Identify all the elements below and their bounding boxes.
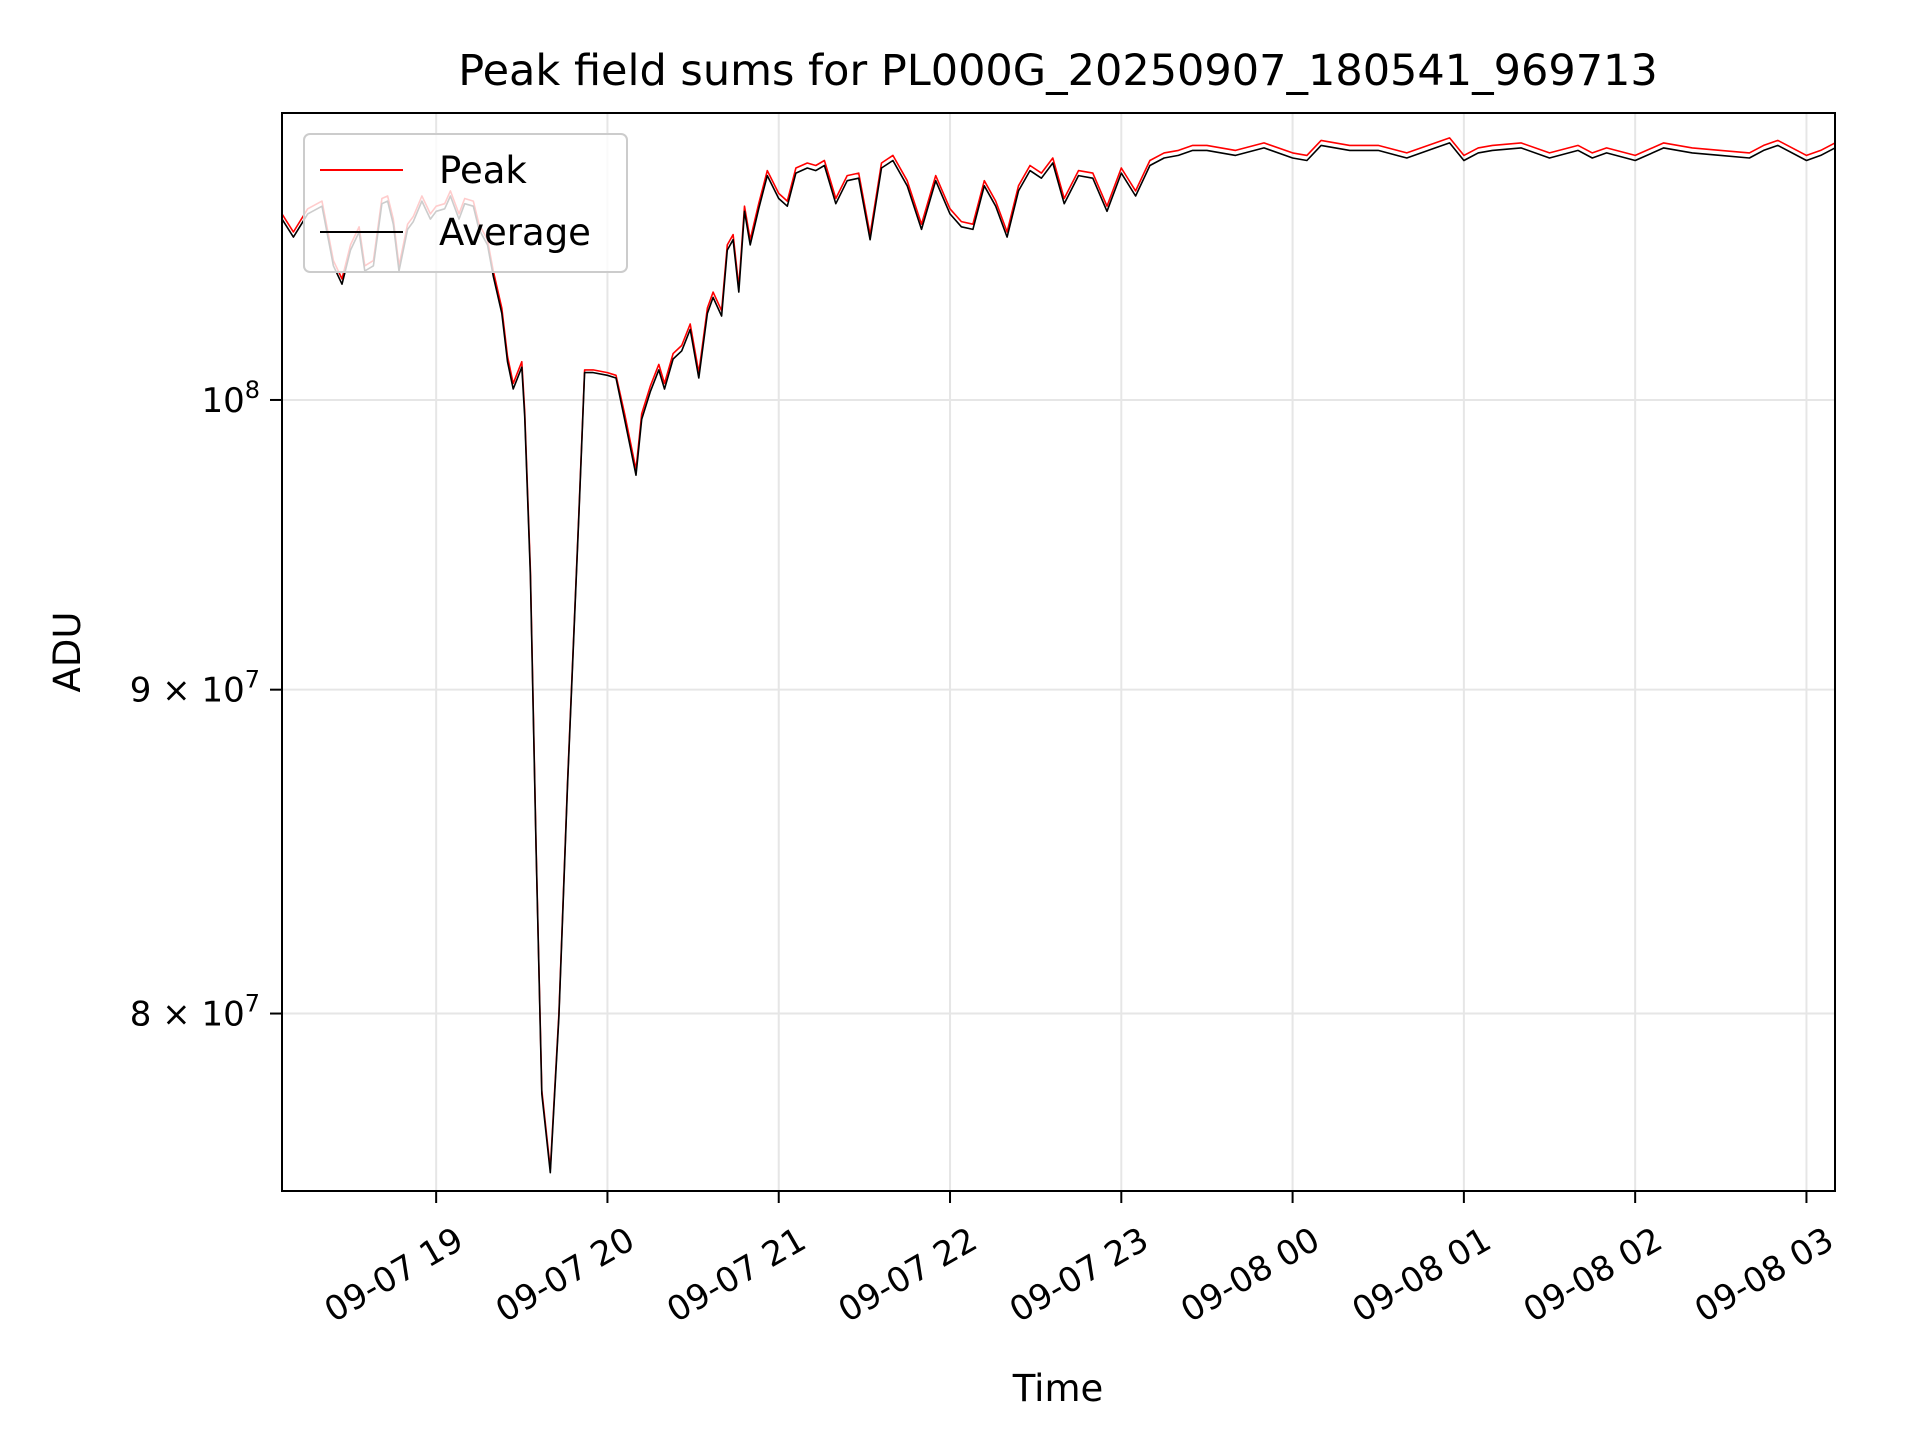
plot-frame	[281, 112, 1836, 1192]
y-tick-label: 8 × 107	[130, 990, 260, 1035]
chart-title: Peak field sums for PL000G_20250907_1805…	[458, 46, 1658, 96]
y-tick-label: 9 × 107	[130, 666, 260, 711]
legend: Peak Average	[303, 133, 628, 273]
x-axis-label: Time	[1012, 1367, 1104, 1410]
grid	[282, 113, 1835, 1191]
legend-peak-label: Peak	[439, 149, 527, 192]
legend-average-label: Average	[439, 211, 591, 254]
y-axis-label: ADU	[46, 612, 89, 693]
legend-box	[303, 133, 628, 273]
y-tick-label: 108	[201, 376, 260, 421]
y-axis-ticks: 8 × 107 9 × 107 108	[130, 376, 282, 1035]
